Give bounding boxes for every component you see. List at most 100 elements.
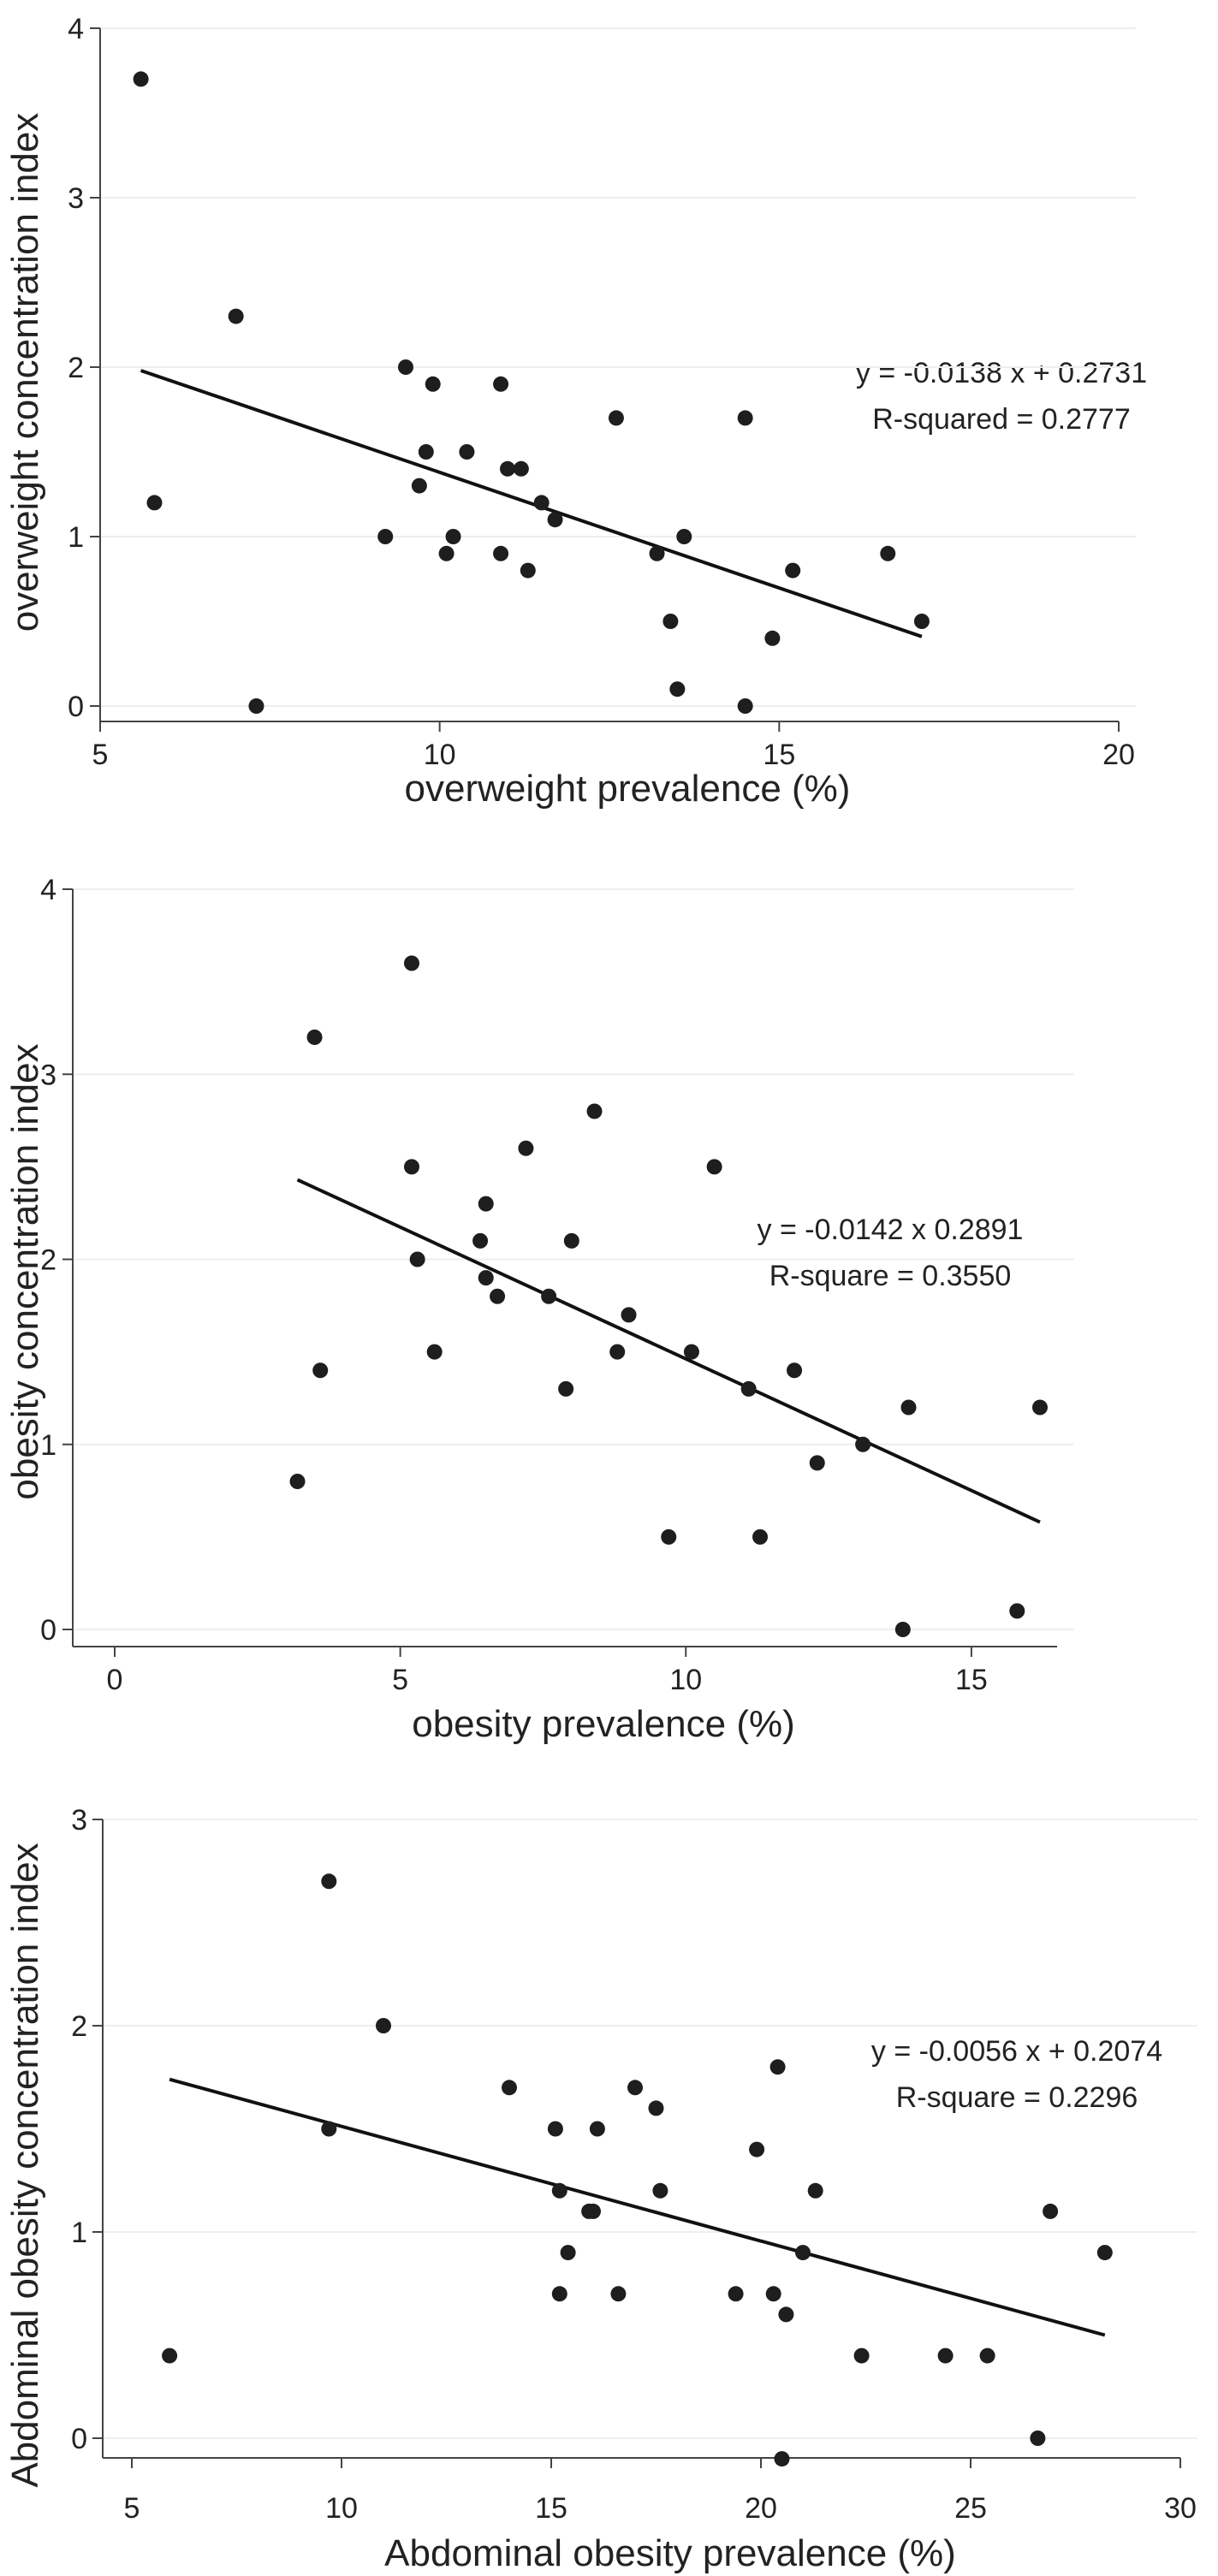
y-tick-label: 4 — [68, 13, 84, 45]
data-point — [900, 1399, 917, 1416]
data-point — [769, 2059, 786, 2075]
data-point — [589, 2121, 605, 2137]
panel-overweight: overweight concentration index overweigh… — [4, 13, 1147, 810]
data-point — [541, 1288, 557, 1304]
data-point — [248, 698, 264, 714]
data-point — [795, 2245, 811, 2261]
data-point — [398, 359, 413, 375]
y-tick-label: 2 — [68, 352, 84, 384]
data-point — [377, 529, 394, 544]
x-axis-title: Abdominal obesity prevalence (%) — [384, 2532, 956, 2574]
data-point — [809, 1455, 825, 1471]
data-point — [513, 460, 529, 477]
data-point — [376, 2018, 391, 2033]
data-point — [490, 1288, 506, 1304]
annotation-r-squared: R-square = 0.3550 — [769, 1260, 1012, 1292]
data-point — [403, 1159, 419, 1175]
data-point — [787, 1362, 803, 1379]
y-tick-label: 3 — [40, 1059, 56, 1091]
y-axis-title: obesity concentration index — [4, 1043, 46, 1499]
y-tick-label: 3 — [71, 1804, 87, 1837]
fit-line — [140, 369, 923, 638]
x-tick-label: 25 — [954, 2492, 987, 2525]
annotation-equation: y = -0.0056 x + 0.2074 — [871, 2035, 1162, 2068]
x-tick-label: 20 — [1102, 739, 1135, 771]
panel-abdominal-obesity: Abdominal obesity concentration index Ab… — [4, 1804, 1197, 2574]
data-point — [662, 614, 679, 629]
data-point — [563, 1232, 579, 1249]
data-point — [289, 1474, 306, 1489]
data-point — [425, 376, 441, 392]
data-point — [1009, 1603, 1025, 1619]
data-point — [560, 2245, 576, 2261]
data-point — [621, 1307, 637, 1323]
data-point — [518, 1140, 534, 1156]
data-point — [894, 1622, 911, 1637]
data-point — [445, 529, 461, 544]
fit-line — [296, 1178, 1041, 1524]
data-point — [728, 2286, 744, 2302]
data-point — [652, 2182, 668, 2199]
data-point — [478, 1270, 494, 1286]
x-tick-label: 0 — [107, 1664, 123, 1696]
data-point — [609, 1344, 626, 1360]
y-tick-label: 1 — [68, 521, 84, 554]
data-point — [533, 495, 550, 511]
annotation-r-squared: R-square = 0.2296 — [896, 2081, 1138, 2114]
y-tick-label: 0 — [68, 691, 84, 723]
data-point — [558, 1380, 574, 1397]
data-point — [162, 2347, 178, 2364]
data-point — [1043, 2203, 1059, 2219]
data-point — [146, 495, 163, 511]
x-tick-label: 10 — [669, 1664, 702, 1696]
data-point — [502, 2080, 517, 2096]
data-point — [493, 545, 509, 561]
data-point — [627, 2080, 643, 2096]
data-point — [459, 444, 475, 460]
y-axis-title: Abdominal obesity concentration index — [4, 1843, 46, 2487]
data-point — [807, 2182, 823, 2199]
data-point — [855, 1436, 871, 1452]
x-tick-label: 10 — [424, 739, 456, 771]
x-tick-label: 15 — [955, 1664, 988, 1696]
annotation-r-squared: R-squared = 0.2777 — [872, 403, 1130, 436]
data-point — [411, 478, 427, 494]
panel-obesity: obesity concentration index obesity prev… — [4, 874, 1074, 1745]
data-point — [661, 1528, 677, 1545]
data-point — [610, 2286, 627, 2302]
fit-line — [169, 2077, 1106, 2337]
data-point — [853, 2347, 870, 2364]
data-point — [403, 955, 419, 971]
data-point — [649, 545, 665, 561]
data-point — [409, 1251, 425, 1267]
x-tick-label: 5 — [392, 1664, 408, 1696]
data-point — [752, 1528, 769, 1545]
data-point — [586, 1103, 603, 1119]
x-axis-title: obesity prevalence (%) — [412, 1703, 795, 1745]
data-point — [778, 2306, 794, 2323]
data-point — [676, 529, 692, 544]
data-point — [648, 2100, 664, 2116]
y-tick-label: 0 — [71, 2423, 87, 2455]
data-point — [133, 71, 149, 87]
data-point — [321, 2121, 337, 2137]
data-point — [880, 545, 896, 561]
x-tick-label: 10 — [325, 2492, 358, 2525]
data-point — [608, 410, 624, 426]
data-point — [669, 681, 686, 697]
data-point — [785, 562, 801, 579]
data-point — [500, 460, 515, 477]
x-tick-label: 20 — [745, 2492, 777, 2525]
data-point — [547, 512, 563, 528]
x-tick-label: 15 — [535, 2492, 567, 2525]
data-point — [520, 562, 536, 579]
data-point — [1096, 2245, 1113, 2261]
data-point — [418, 444, 434, 460]
data-point — [937, 2347, 954, 2364]
data-point — [228, 308, 244, 324]
data-point — [913, 614, 930, 629]
data-point — [737, 698, 753, 714]
y-tick-label: 4 — [40, 874, 56, 906]
